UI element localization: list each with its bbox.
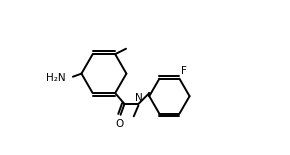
Text: N: N [135,93,142,103]
Text: O: O [116,119,124,129]
Text: F: F [181,66,187,76]
Text: H₂N: H₂N [46,73,66,83]
